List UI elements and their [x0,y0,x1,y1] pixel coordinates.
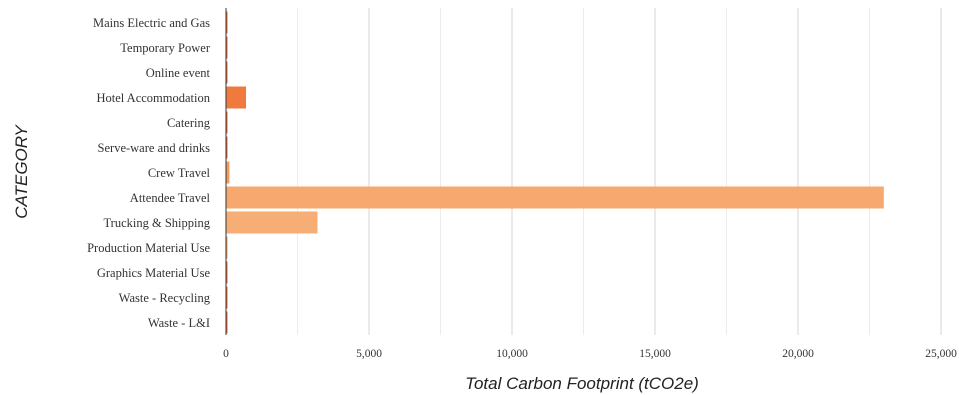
category-label: Graphics Material Use [97,266,211,280]
category-label: Trucking & Shipping [103,216,210,230]
category-label: Production Material Use [87,241,210,255]
category-label: Serve-ware and drinks [98,141,211,155]
category-label: Online event [146,66,211,80]
category-label: Waste - L&I [148,316,210,330]
bar [226,36,228,59]
bar [226,86,247,109]
x-tick-label: 20,000 [782,348,814,360]
bar [226,236,228,259]
x-tick-label: 15,000 [639,348,671,360]
x-tick-label: 10,000 [496,348,528,360]
bars [226,11,884,334]
bar [226,286,228,309]
x-tick-label: 5,000 [356,348,382,360]
bar [226,111,228,134]
bar [226,186,884,209]
bar [226,161,230,184]
category-label: Hotel Accommodation [96,91,210,105]
gridlines [297,8,942,335]
category-label: Temporary Power [120,41,211,55]
x-tick-label: 0 [223,348,229,360]
y-axis-title: CATEGORY [12,124,31,219]
category-label: Catering [167,116,211,130]
category-labels: Mains Electric and Gas Temporary Power Onl… [87,16,211,330]
bar [226,311,228,334]
bar [226,136,228,159]
category-label: Attendee Travel [130,191,211,205]
category-label: Waste - Recycling [119,291,211,305]
bar [226,261,228,284]
category-label: Mains Electric and Gas [93,16,210,30]
category-label: Crew Travel [148,166,211,180]
bar [226,211,318,234]
x-axis-title: Total Carbon Footprint (tCO2e) [465,374,699,393]
x-tick-label: 25,000 [925,348,957,360]
x-tick-labels: 0 5,000 10,000 15,000 20,000 25,000 [223,348,957,360]
bar [226,11,228,34]
bar [226,61,228,84]
